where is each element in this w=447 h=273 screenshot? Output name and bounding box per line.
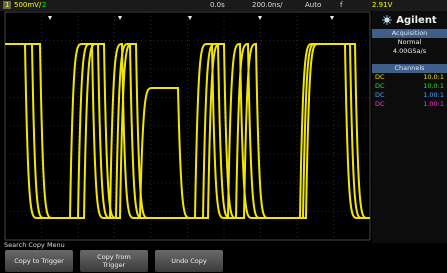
channel1-label: 1 (3, 1, 11, 9)
menu-button[interactable]: Undo Copy (155, 250, 223, 272)
scale1: 500mV/ (14, 1, 41, 9)
channel-row: DC 1.00:1 (372, 91, 447, 100)
acquisition-mode: Normal (372, 38, 447, 47)
logo (382, 15, 392, 25)
probe-ratio: 1.00:1 (423, 91, 444, 100)
menu-button[interactable]: Copy from Trigger (80, 250, 148, 272)
probe-ratio: 1.00:1 (423, 100, 444, 109)
time-scale: 200.0ns/ (252, 1, 282, 9)
probe-ratio: 10.0:1 (423, 82, 444, 91)
time-offset: 0.0s (210, 1, 225, 9)
menu-button[interactable]: Copy to Trigger (5, 250, 73, 272)
menu-title: Search Copy Menu (4, 241, 65, 249)
coupling: DC (375, 73, 385, 82)
waveform-display (0, 11, 372, 241)
scope-screen: 1 500mV/ 2 0.0s 200.0ns/ Auto f 2.91V Ag… (0, 0, 447, 273)
acquisition-header: Acquisition (372, 29, 447, 38)
channel-row: DC 10.0:1 (372, 73, 447, 82)
channel-row: DC 1.00:1 (372, 100, 447, 109)
trigger-mode: Auto (305, 1, 321, 9)
probe-ratio: 10.0:1 (423, 73, 444, 82)
coupling: DC (375, 82, 385, 91)
channels-header: Channels (372, 64, 447, 73)
trigger-label: f (340, 1, 342, 9)
brand-name: Agilent (396, 15, 436, 26)
sample-rate: 4.00GSa/s (372, 47, 447, 56)
channel2-label: 2 (42, 1, 46, 9)
coupling: DC (375, 100, 385, 109)
trigger-level: 2.91V (372, 1, 392, 9)
side-panel: Agilent Acquisition Normal 4.00GSa/s Cha… (372, 11, 447, 243)
channel-row: DC 10.0:1 (372, 82, 447, 91)
brand: Agilent (372, 11, 447, 29)
coupling: DC (375, 91, 385, 100)
status-bar: 1 500mV/ 2 0.0s 200.0ns/ Auto f 2.91V (0, 0, 447, 11)
